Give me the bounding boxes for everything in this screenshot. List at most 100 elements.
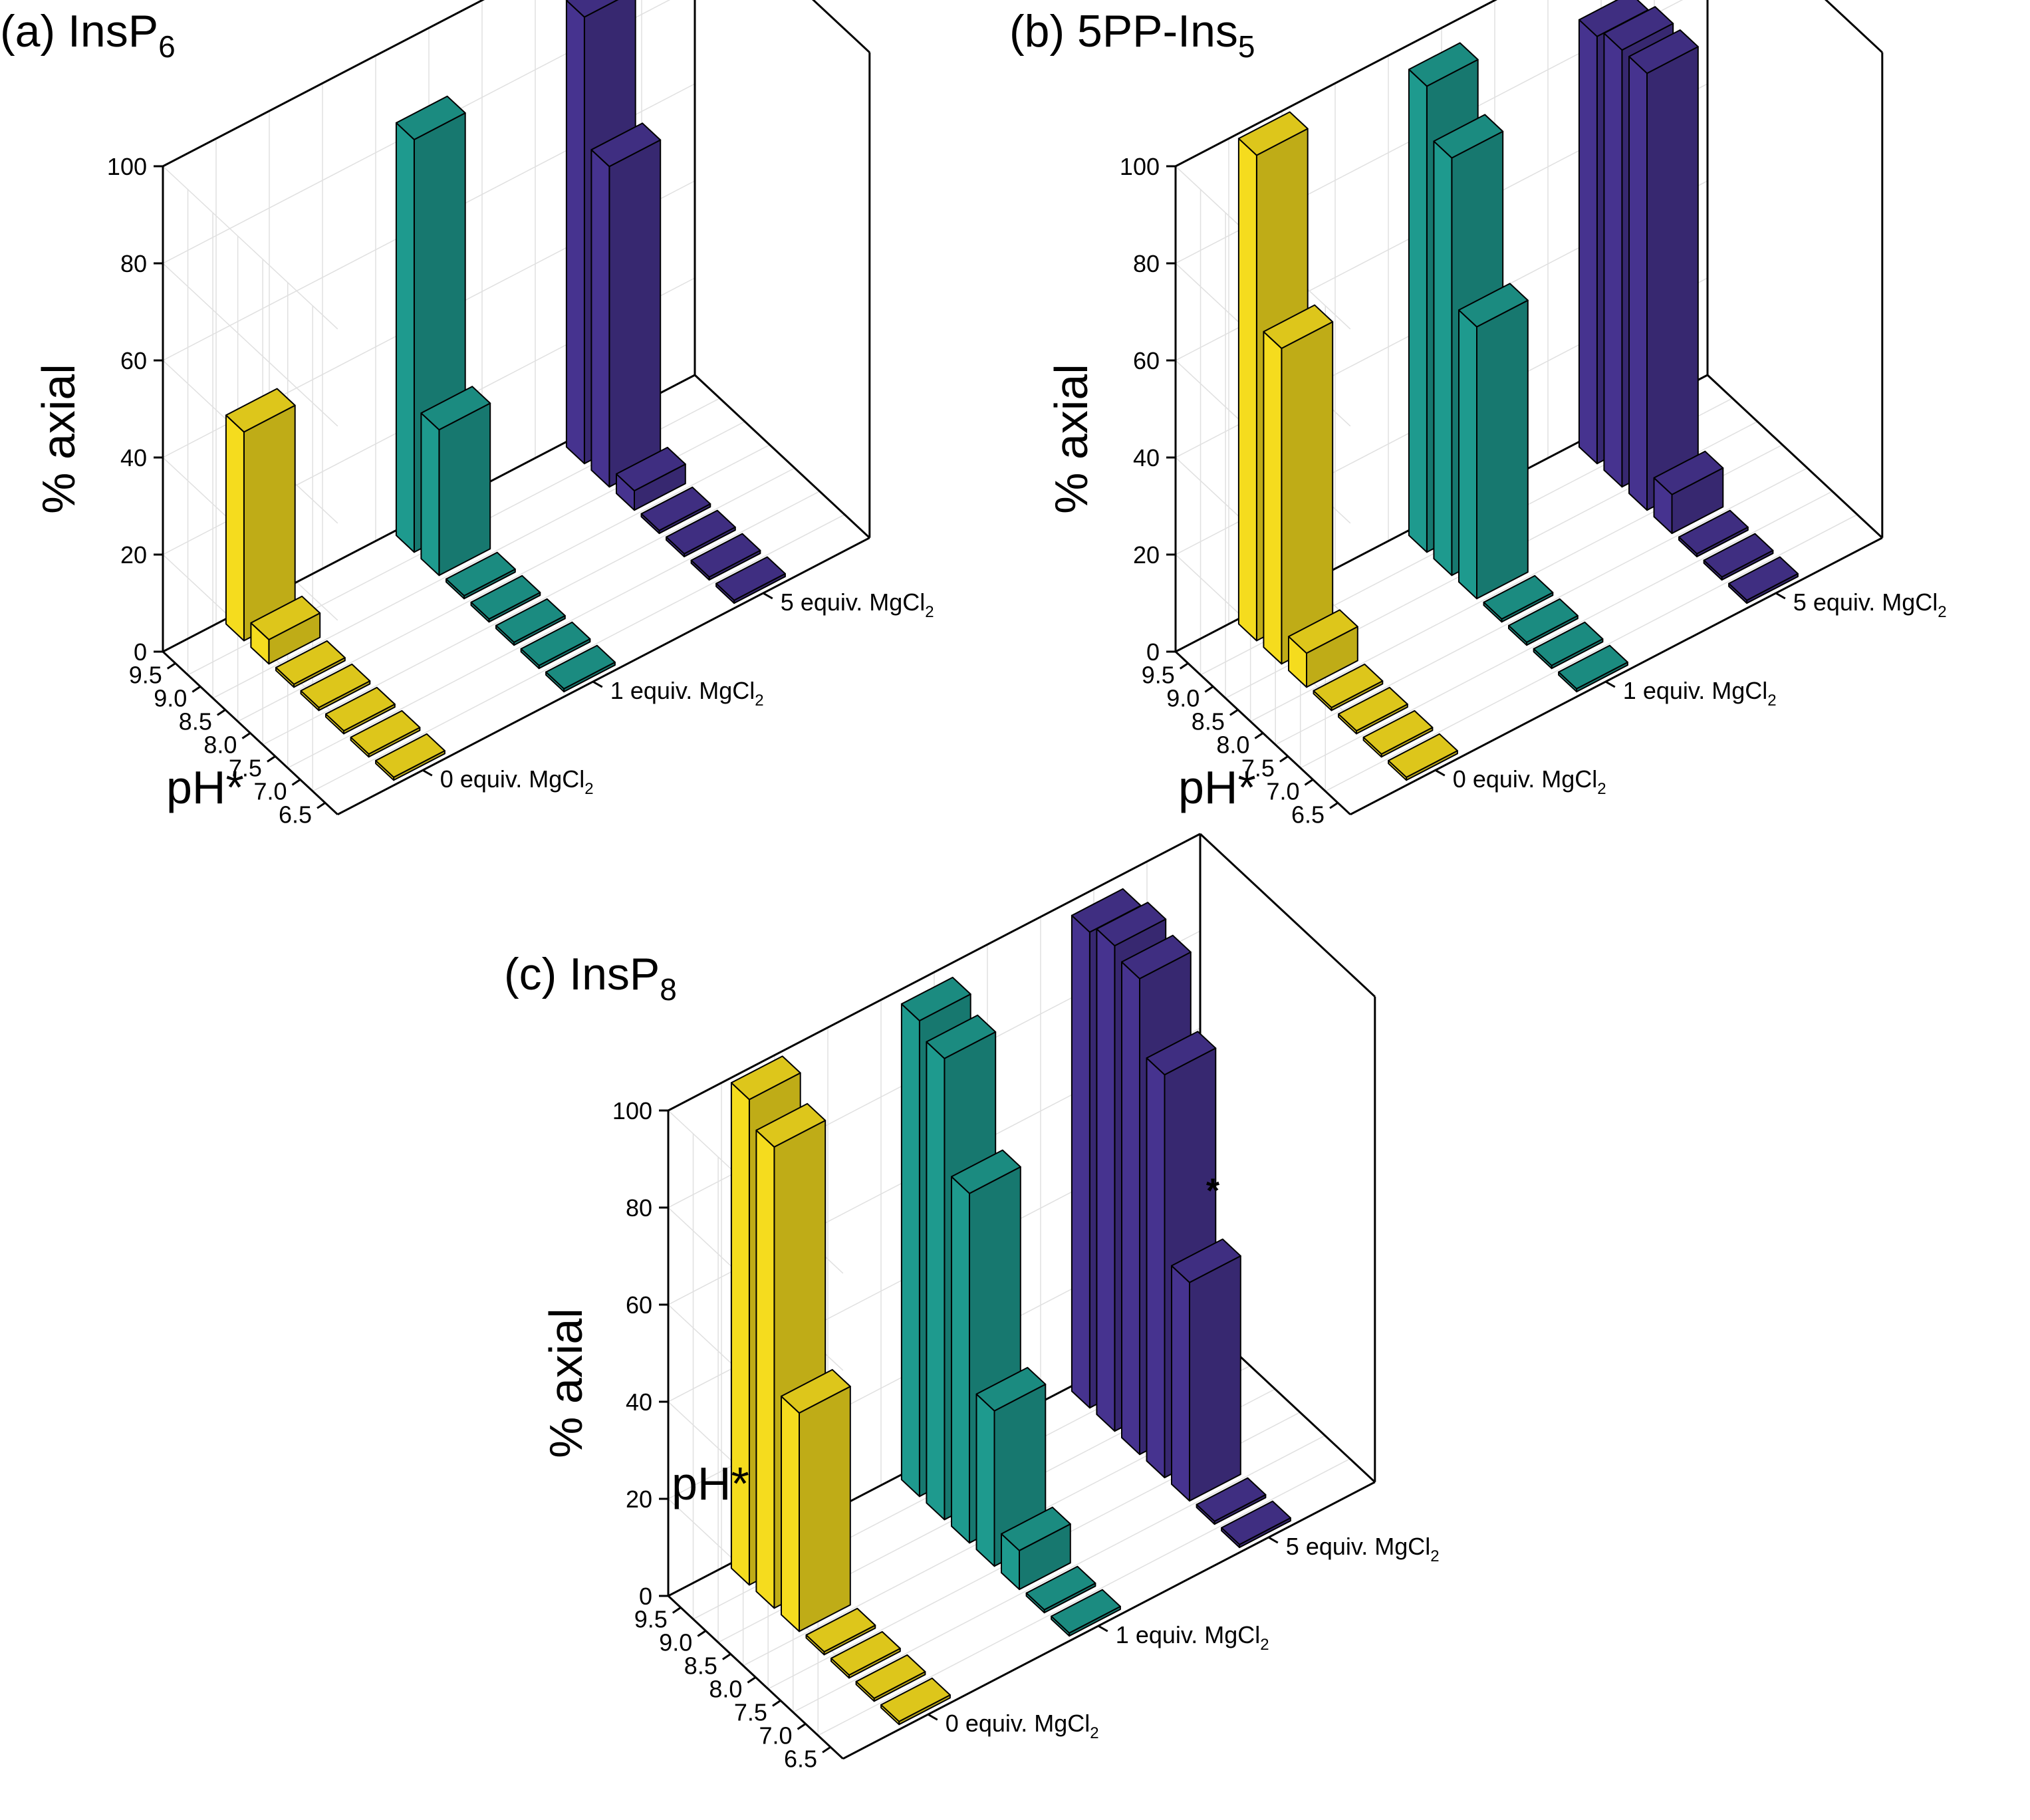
ph-tick-label: 8.5	[179, 708, 212, 735]
ph-tick	[317, 802, 326, 809]
gridline-floor	[1275, 467, 1808, 745]
bar	[1338, 686, 1408, 735]
gridline-floor	[1300, 491, 1833, 769]
z-tick-label: 80	[120, 250, 147, 277]
bar-top	[951, 1149, 1021, 1194]
series-label: 1 equiv. MgCl2	[610, 677, 764, 710]
bar-front	[565, 0, 585, 465]
z-ticks: 0 20 40 60 80 100	[1120, 153, 1176, 666]
bar-top	[1051, 1589, 1121, 1634]
axis-line	[842, 1481, 1376, 1760]
bar-front	[1408, 68, 1428, 553]
bar-top	[1313, 663, 1384, 708]
z-tick-label: 40	[120, 444, 147, 471]
bar	[1221, 1500, 1291, 1549]
bar-top	[616, 446, 686, 491]
bar	[640, 486, 711, 535]
bar-front	[395, 122, 415, 553]
bar	[420, 386, 491, 577]
bar-top	[640, 486, 711, 531]
bar-top	[1628, 29, 1699, 74]
bar-top	[1196, 1477, 1267, 1522]
bar	[690, 533, 761, 581]
panel-c: 0 20 40 60 80 100 9.59.08.58.07.57.06.5 0 equiv…	[504, 833, 1440, 1772]
bar-top	[666, 509, 736, 555]
bar-top	[545, 644, 616, 690]
bar-top	[1362, 710, 1434, 755]
axis-line	[668, 833, 1201, 1112]
bar-top	[565, 0, 619, 18]
bar-top	[855, 1654, 926, 1699]
z-tick-label: 80	[626, 1194, 652, 1222]
bar-side	[1476, 299, 1529, 600]
bar-top	[300, 663, 371, 708]
ph-tick	[241, 732, 251, 739]
ph-tick-label: 9.5	[634, 1605, 668, 1632]
bar-top	[1728, 556, 1799, 601]
ph-tick	[797, 1723, 807, 1730]
ph-tick-label: 9.5	[1142, 661, 1175, 688]
bars	[730, 888, 1291, 1726]
bar	[250, 595, 321, 665]
bar-top	[1121, 934, 1192, 979]
y-axis-label: % axial	[33, 364, 84, 514]
ph-ticks: 9.59.08.58.07.57.06.5	[1142, 661, 1338, 828]
axis-line	[337, 537, 870, 816]
bar-top	[715, 556, 786, 601]
bar-top	[1508, 598, 1579, 643]
bar	[1728, 556, 1799, 604]
bar	[470, 575, 541, 623]
gridline-floor	[793, 1435, 1326, 1713]
bar-front	[1121, 961, 1140, 1456]
bar	[545, 644, 616, 693]
bar-top	[1096, 902, 1167, 947]
bars	[1237, 0, 1799, 781]
panel-b: 0 20 40 60 80 100 9.59.08.58.07.57.06.5 0 equiv…	[1009, 0, 1947, 828]
bar-top	[1171, 1238, 1241, 1283]
bar-top	[900, 976, 971, 1021]
z-tick-label: 0	[639, 1583, 652, 1610]
ph-tick-label: 9.0	[659, 1628, 692, 1656]
bar-top	[1433, 114, 1504, 159]
ph-tick	[166, 662, 176, 670]
bar	[495, 598, 566, 646]
ph-tick	[191, 686, 201, 693]
bar	[1458, 283, 1529, 600]
bar-top	[325, 686, 396, 731]
bar-top	[830, 1630, 901, 1676]
axis-line	[812, 0, 870, 53]
ph-tick-label: 8.5	[1192, 708, 1225, 735]
bar	[1558, 644, 1628, 693]
z-tick-label: 0	[134, 638, 147, 666]
bar	[855, 1654, 926, 1702]
ph-tick-label: 7.0	[759, 1722, 792, 1749]
ph-tick	[267, 755, 276, 763]
z-tick-label: 100	[612, 1097, 652, 1124]
bar	[805, 1607, 876, 1656]
z-tick-label: 80	[1133, 250, 1160, 277]
ph-tick	[1179, 662, 1189, 670]
bar-top	[1408, 42, 1479, 87]
bar-top	[755, 1103, 826, 1148]
bar-front	[926, 1041, 946, 1521]
bar-top	[350, 710, 421, 755]
bar-top	[781, 1368, 851, 1414]
z-tick-label: 60	[120, 347, 147, 374]
bar-top	[1483, 575, 1554, 620]
bar-front	[1171, 1265, 1190, 1502]
ph-tick-label: 7.5	[229, 754, 262, 781]
bar	[1196, 1477, 1267, 1525]
bar	[275, 640, 346, 688]
panel-title: (b) 5PP-Ins5	[1009, 6, 1255, 64]
bar-top	[225, 388, 296, 433]
bar-top	[275, 640, 346, 685]
bar	[1653, 450, 1724, 535]
z-tick-label: 100	[107, 153, 147, 180]
bar	[1703, 533, 1774, 581]
series-label: 5 equiv. MgCl2	[1286, 1533, 1440, 1565]
series-label: 0 equiv. MgCl2	[1453, 765, 1606, 798]
gridline-floor	[237, 444, 770, 722]
bar	[325, 686, 396, 735]
ph-tick-label: 6.5	[784, 1745, 817, 1772]
gridline-floor	[287, 491, 821, 769]
